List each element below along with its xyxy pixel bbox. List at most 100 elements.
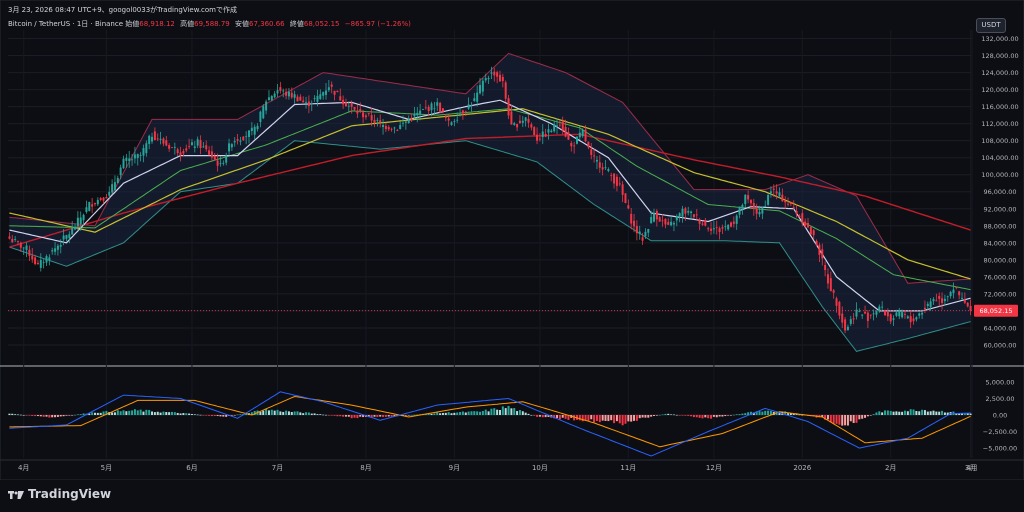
candle-body xyxy=(690,211,693,214)
macd-histogram-bar xyxy=(835,415,838,424)
macd-histogram-bar xyxy=(122,410,125,415)
candle-body xyxy=(424,107,427,109)
macd-histogram-bar xyxy=(233,415,236,416)
candle-body xyxy=(74,226,77,230)
candle-body xyxy=(267,97,270,101)
candle-body xyxy=(305,102,308,104)
macd-histogram-bar xyxy=(878,411,881,415)
open-value: 68,918.12 xyxy=(139,20,175,28)
candle-body xyxy=(379,120,382,123)
macd-histogram-bar xyxy=(302,413,305,415)
candle-body xyxy=(342,99,345,105)
macd-histogram-bar xyxy=(824,415,827,420)
candle-body xyxy=(872,313,875,315)
candle-body xyxy=(735,215,738,224)
macd-histogram-bar xyxy=(8,413,11,415)
candle-body xyxy=(581,129,584,137)
price-axis-tick-label: 120,000.00 xyxy=(981,86,1018,94)
macd-histogram-bar xyxy=(966,413,969,415)
candle-body xyxy=(575,136,578,144)
time-axis-tick-label: 2026 xyxy=(793,464,811,472)
candle-body xyxy=(165,140,168,146)
macd-histogram-bar xyxy=(755,411,758,415)
time-axis-tick-label: 10月 xyxy=(532,464,548,472)
candle-body xyxy=(573,145,576,147)
candle-body xyxy=(467,104,470,109)
macd-histogram-bar xyxy=(633,415,636,421)
time-axis-tick-label: 3月 xyxy=(965,464,976,472)
macd-histogram-bar xyxy=(42,415,45,417)
currency-button[interactable]: USDT xyxy=(976,18,1006,33)
macd-histogram-bar xyxy=(276,409,279,415)
macd-axis-tick-label: −2,500.00 xyxy=(983,428,1017,436)
macd-histogram-bar xyxy=(624,415,627,424)
price-axis-tick-label: 76,000.00 xyxy=(983,273,1016,281)
macd-histogram-bar xyxy=(153,412,156,415)
macd-histogram-bar xyxy=(644,415,647,418)
candle-body xyxy=(969,306,972,311)
candle-body xyxy=(245,136,248,138)
macd-histogram-bar xyxy=(267,410,270,415)
macd-histogram-bar xyxy=(675,414,678,416)
macd-histogram-bar xyxy=(105,410,108,415)
candle-body xyxy=(604,167,607,169)
change-value: −865.97 (−1.26%) xyxy=(344,20,411,28)
macd-histogram-bar xyxy=(513,408,516,415)
macd-histogram-bar xyxy=(929,411,932,415)
candle-body xyxy=(185,148,188,151)
macd-histogram-bar xyxy=(658,414,661,416)
candle-body xyxy=(473,98,476,102)
macd-histogram-bar xyxy=(567,415,570,420)
candle-body xyxy=(761,207,764,214)
candle-body xyxy=(25,245,28,250)
macd-histogram-bar xyxy=(353,415,356,418)
macd-histogram-bar xyxy=(316,414,319,415)
brand-logo-link[interactable]: TradingView xyxy=(8,487,111,501)
macd-histogram-bar xyxy=(621,415,624,426)
macd-histogram-bar xyxy=(792,413,795,415)
ma-long-line xyxy=(9,133,971,248)
price-chart-svg[interactable]: 132,000.00 128,000.00 124,000.00 120,000.00… xyxy=(0,0,1024,480)
candle-body xyxy=(322,92,325,96)
macd-histogram-bar xyxy=(459,412,462,415)
candle-body xyxy=(792,207,795,209)
candle-body xyxy=(824,264,827,271)
macd-histogram-bar xyxy=(239,414,242,415)
macd-histogram-bar xyxy=(82,413,85,415)
macd-histogram-bar xyxy=(595,415,598,421)
macd-histogram-bar xyxy=(884,410,887,415)
candle-body xyxy=(807,222,810,228)
candle-body xyxy=(170,147,173,149)
candle-body xyxy=(527,118,530,123)
macd-histogram-bar xyxy=(433,413,436,415)
candle-body xyxy=(852,318,855,320)
candle-body xyxy=(259,111,262,122)
candle-body xyxy=(567,132,570,140)
candle-body xyxy=(781,194,784,202)
macd-histogram-bar xyxy=(943,412,946,415)
macd-histogram-bar xyxy=(581,415,584,422)
candle-body xyxy=(367,113,370,115)
macd-histogram-bar xyxy=(855,415,858,423)
macd-histogram-bar xyxy=(350,415,353,419)
macd-histogram-bar xyxy=(661,414,664,416)
ma-fast-line xyxy=(9,99,971,312)
candle-body xyxy=(878,306,881,311)
macd-histogram-bar xyxy=(216,415,219,417)
macd-histogram-bar xyxy=(185,413,188,415)
candle-body xyxy=(196,139,199,146)
ma-mid-line xyxy=(9,108,971,291)
macd-histogram-bar xyxy=(14,414,17,415)
macd-histogram-bar xyxy=(886,410,889,415)
macd-histogram-bar xyxy=(116,410,119,415)
candle-body xyxy=(795,210,798,215)
macd-histogram-bar xyxy=(51,415,54,418)
candle-body xyxy=(248,130,250,137)
macd-histogram-bar xyxy=(895,411,898,415)
candle-body xyxy=(570,142,573,147)
macd-histogram-bar xyxy=(307,412,310,415)
macd-histogram-bar xyxy=(79,414,82,415)
candle-body xyxy=(8,236,11,239)
candle-body xyxy=(402,122,405,124)
candle-body xyxy=(265,101,268,111)
